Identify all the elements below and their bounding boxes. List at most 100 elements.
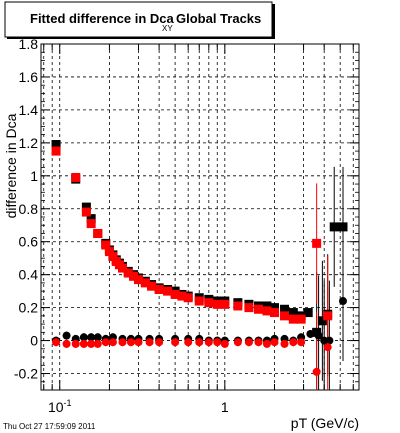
data-point-circle [87,333,96,342]
data-point-square [123,268,133,278]
data-point-circle [325,336,334,345]
data-point-circle [93,339,102,348]
data-point-square [244,303,254,313]
y-tick-label: 1.6 [19,69,39,85]
data-point-square [71,172,81,182]
data-point-square [117,263,127,273]
x-tick-label-base: 1 [221,399,229,415]
data-point-square [338,222,348,232]
data-point-square [288,314,298,324]
data-point-circle [280,339,289,348]
data-point-square [163,286,173,296]
data-point-square [280,304,290,314]
title-box [4,1,273,38]
y-tick-label: 0 [30,333,38,349]
data-point-circle [306,329,315,338]
data-point-square [101,240,111,250]
data-point-square [194,296,204,306]
data-point-square [177,291,187,301]
data-point-square [270,303,280,313]
data-point-circle [126,338,135,347]
data-point-circle [289,338,298,347]
data-point-circle [312,367,321,376]
data-point-square [204,298,214,308]
data-point-circle [262,339,271,348]
timestamp: Thu Oct 27 17:59:09 2011 [3,422,96,431]
data-point-square [81,207,91,217]
data-point-circle [108,338,117,347]
data-point-circle [52,338,61,347]
data-point-circle [213,338,222,347]
data-point-square [233,301,243,311]
data-point-circle [297,338,306,347]
x-tick-label: 10-1 [48,398,72,415]
x-tick-labels: 10-1 1 [48,398,229,415]
data-point-square [212,299,222,309]
data-point-square [262,301,272,311]
y-tick-label: 0.6 [19,234,39,250]
data-point-circle [145,338,154,347]
y-tick-labels: -0.2 0 0.2 0.4 0.6 0.8 1 1.2 1.4 1.6 1.8 [14,36,38,382]
data-point-square [108,252,118,262]
y-tick-label: 1.4 [19,102,39,118]
data-point-circle [87,339,96,348]
y-tick-label: 1.2 [19,135,39,151]
data-point-square [254,304,264,314]
data-point-square [270,308,280,318]
data-point-square [133,275,143,285]
data-point-square [183,293,193,303]
data-point-square [154,284,164,294]
data-point-square [86,219,96,229]
data-point-square [312,238,322,248]
x-axis-label: pT (GeV/c) [291,415,359,431]
data-point-circle [233,338,242,347]
data-point-square [140,278,150,288]
data-point-square [262,306,272,316]
data-point-circle [62,339,71,348]
data-point-circle [155,338,164,347]
data-point-circle [254,338,263,347]
data-point-circle [323,343,332,352]
x-tick-label-base: 10 [48,399,64,415]
data-point-square [51,140,61,150]
data-point-square [93,228,103,238]
data-point-square [303,308,313,318]
data-point-square [170,289,180,299]
y-tick-label: 1.8 [19,36,39,52]
data-point-square [280,311,290,321]
axis-ticks [41,43,359,391]
data-point-circle [79,333,88,342]
data-point-circle [101,338,110,347]
chart-title-suffix: Global Tracks [176,11,261,26]
data-point-circle [195,338,204,347]
data-point-square [288,308,298,318]
data-point-circle [314,331,323,340]
title-box-shadow [272,4,275,39]
data-point-circle [118,338,127,347]
data-point-circle [244,338,253,347]
y-tick-label: 0.8 [19,201,39,217]
x-tick-label: 1 [221,399,229,415]
data-point-square [329,222,339,232]
data-point-circle [184,338,193,347]
data-point-square [317,316,327,326]
y-tick-label: 0.4 [19,267,39,283]
data-point-square [86,214,96,224]
data-point-circle [339,297,348,306]
y-tick-label: -0.2 [14,366,38,382]
title-box-shadow-bottom [7,37,275,39]
data-point-circle [270,338,279,347]
grid [41,43,359,390]
data-point-circle [171,338,180,347]
data-point-square [296,314,306,324]
y-tick-label: 0.2 [19,300,39,316]
data-point-circle [220,339,229,348]
data-point-square [104,247,114,257]
data-point-square [129,271,139,281]
data-point-circle [62,331,71,340]
data-point-square [323,311,333,321]
data-point-circle [79,339,88,348]
chart-title: Fitted difference in Dca [30,11,175,26]
data-point-circle [71,339,80,348]
